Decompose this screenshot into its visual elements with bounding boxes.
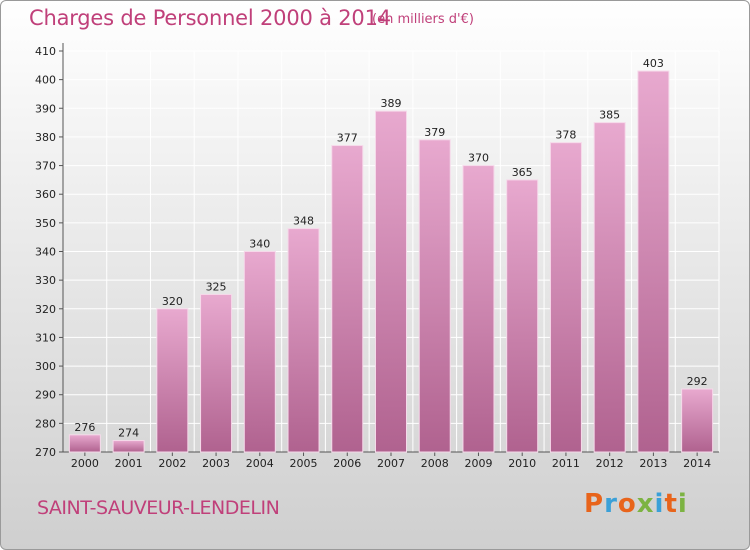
- x-tick-label: 2002: [158, 457, 186, 470]
- commune-name: SAINT-SAUVEUR-LENDELIN: [37, 497, 280, 519]
- bar: [200, 293, 233, 453]
- data-label: 340: [249, 238, 270, 251]
- bar: [243, 251, 276, 453]
- y-tick-label: 270: [35, 446, 56, 459]
- bar: [593, 122, 626, 453]
- y-tick-label: 360: [35, 188, 56, 201]
- proxiti-logo[interactable]: Proxiti: [584, 489, 688, 519]
- y-tick-label: 380: [35, 131, 56, 144]
- bar: [287, 228, 320, 453]
- bar: [549, 142, 582, 453]
- bar: [418, 139, 451, 453]
- data-label: 378: [555, 129, 576, 142]
- x-tick-label: 2009: [464, 457, 492, 470]
- x-tick-label: 2004: [246, 457, 274, 470]
- x-tick-label: 2008: [421, 457, 449, 470]
- x-tick-label: 2003: [202, 457, 230, 470]
- data-label: 389: [381, 97, 402, 110]
- y-tick-label: 400: [35, 74, 56, 87]
- y-tick-label: 370: [35, 160, 56, 173]
- bar: [112, 440, 145, 453]
- data-label: 276: [74, 421, 95, 434]
- bar: [506, 179, 539, 453]
- data-label: 377: [337, 132, 358, 145]
- bar: [331, 145, 364, 453]
- x-tick-label: 2006: [333, 457, 361, 470]
- data-label: 370: [468, 152, 489, 165]
- data-label: 325: [206, 280, 227, 293]
- data-label: 365: [512, 166, 533, 179]
- chart-subtitle: (en milliers d'€): [372, 12, 474, 27]
- y-tick-label: 290: [35, 389, 56, 402]
- brand-letter: t: [664, 489, 678, 519]
- y-tick-label: 410: [35, 45, 56, 58]
- x-tick-label: 2007: [377, 457, 405, 470]
- y-tick-label: 300: [35, 360, 56, 373]
- data-label: 385: [599, 109, 620, 122]
- y-tick-label: 310: [35, 331, 56, 344]
- y-tick-label: 330: [35, 274, 56, 287]
- x-tick-label: 2012: [596, 457, 624, 470]
- y-tick-label: 340: [35, 246, 56, 259]
- x-tick-label: 2013: [639, 457, 667, 470]
- data-label: 403: [643, 57, 664, 70]
- bar: [375, 110, 407, 453]
- brand-letter: i: [654, 489, 665, 519]
- bar: [462, 165, 495, 453]
- y-tick-label: 320: [35, 303, 56, 316]
- y-tick-label: 350: [35, 217, 56, 230]
- data-label: 274: [118, 427, 139, 440]
- brand-letter: x: [636, 489, 655, 519]
- x-tick-label: 2000: [71, 457, 99, 470]
- bar: [637, 70, 670, 453]
- brand-letter: P: [584, 489, 605, 519]
- bar: [681, 388, 714, 453]
- bar: [156, 308, 189, 453]
- brand-letter: r: [604, 489, 618, 519]
- brand-letter: o: [617, 489, 637, 519]
- data-label: 379: [424, 126, 445, 139]
- data-labels: 276 274 320 325 340 348 377 389 379 370 365 378 385 4…: [74, 57, 707, 439]
- data-label: 292: [687, 375, 708, 388]
- x-tick-label: 2014: [683, 457, 711, 470]
- bar: [68, 434, 101, 453]
- y-tick-label: 390: [35, 102, 56, 115]
- y-tick-label: 280: [35, 417, 56, 430]
- x-tick-label: 2005: [290, 457, 318, 470]
- chart-title: Charges de Personnel 2000 à 2014: [29, 6, 391, 30]
- x-tick-label: 2011: [552, 457, 580, 470]
- x-tick-label: 2001: [115, 457, 143, 470]
- data-label: 348: [293, 215, 314, 228]
- data-label: 320: [162, 295, 183, 308]
- bars: [68, 70, 714, 453]
- brand-letter: i: [677, 489, 688, 519]
- x-tick-label: 2010: [508, 457, 536, 470]
